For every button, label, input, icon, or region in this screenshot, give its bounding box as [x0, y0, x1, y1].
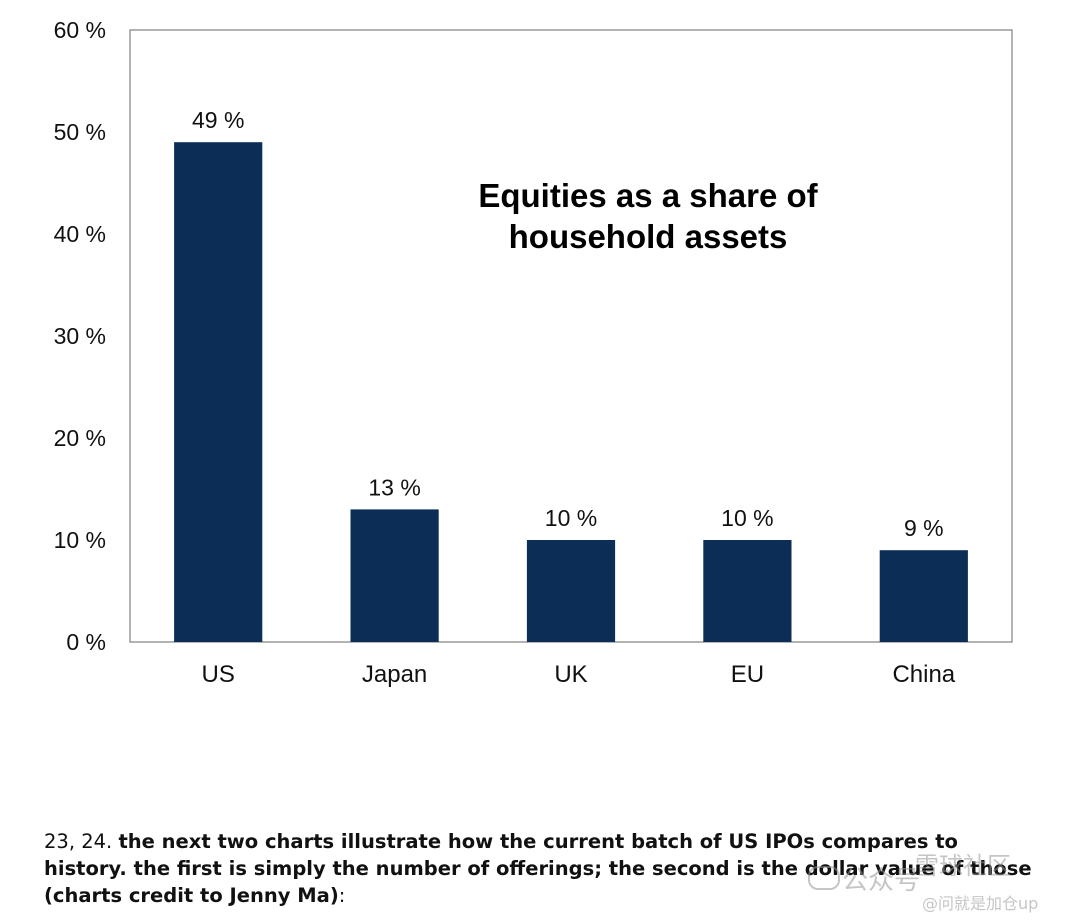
watermark-text: 公众号 [842, 866, 921, 896]
y-tick-label: 10 % [54, 527, 106, 553]
watermark-id: @问就是加仓up [922, 894, 1039, 913]
y-tick-label: 30 % [54, 323, 106, 349]
y-tick-label: 60 % [54, 17, 106, 43]
caption-end: : [338, 884, 346, 907]
y-tick-label: 20 % [54, 425, 106, 451]
bar-us [174, 142, 263, 642]
bar-eu [703, 540, 792, 642]
x-category-label: China [892, 661, 955, 688]
caption-number: 23, 24. [44, 830, 113, 853]
y-tick-label: 40 % [54, 221, 106, 247]
data-label-uk: 10 % [545, 505, 597, 531]
x-category-label: UK [554, 661, 587, 688]
x-category-label: Japan [362, 661, 427, 688]
bar-chart: 0 % 10 % 20 % 30 % 40 % 50 % 60 % 49 % 13 % 10 %… [54, 17, 1013, 688]
caption-text: the next two charts illustrate how the c… [44, 830, 1032, 907]
bar-japan [350, 509, 439, 642]
bar-uk [526, 540, 616, 642]
data-label-china: 9 % [904, 515, 944, 541]
data-label-japan: 13 % [368, 474, 420, 500]
x-axis: US Japan UK EU China [202, 661, 956, 688]
x-category-label: EU [731, 661, 764, 688]
data-label-us: 49 % [192, 107, 244, 133]
watermark-top: 雪球社区 [915, 852, 1011, 880]
chart-title-line-1: Equities as a share of [478, 177, 818, 214]
bars-group [174, 142, 968, 642]
y-tick-label: 50 % [54, 119, 106, 145]
data-label-eu: 10 % [721, 505, 773, 531]
y-tick-label: 0 % [66, 629, 106, 655]
x-category-label: US [202, 661, 235, 688]
chart-title-line-2: household assets [509, 218, 788, 255]
bar-china [879, 550, 968, 642]
data-labels-group: 49 % 13 % 10 % 10 % 9 % [192, 107, 944, 541]
y-axis: 0 % 10 % 20 % 30 % 40 % 50 % 60 % [54, 17, 106, 655]
caption: 23, 24. the next two charts illustrate h… [44, 828, 1044, 909]
wechat-icon [808, 866, 840, 890]
